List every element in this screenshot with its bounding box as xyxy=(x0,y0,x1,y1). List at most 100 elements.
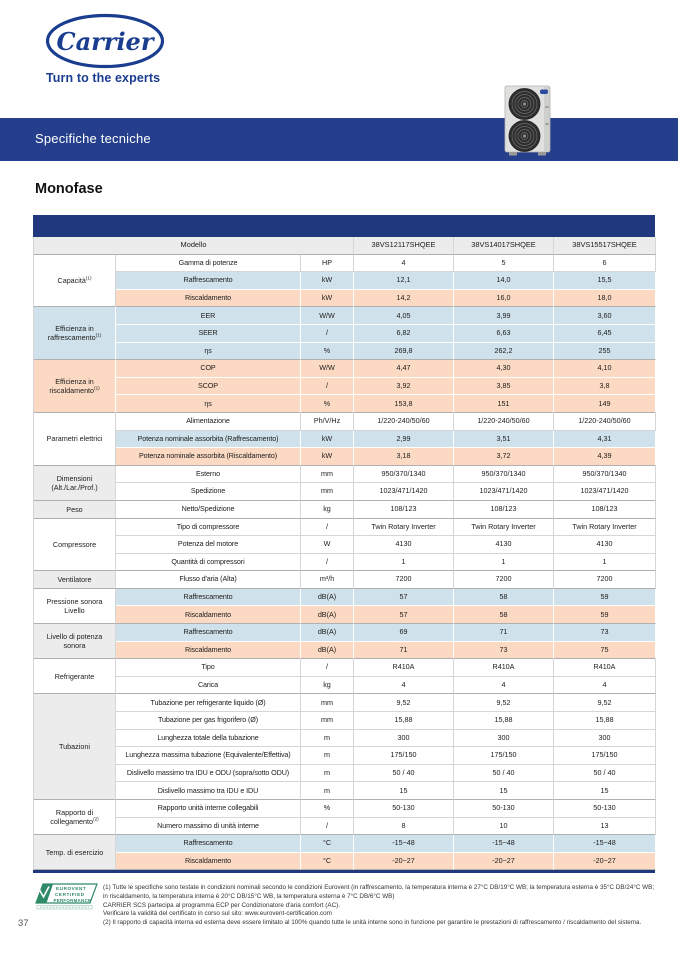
unit-cell: W xyxy=(301,536,354,554)
banner-title: Specifiche tecniche xyxy=(35,131,151,146)
footnotes: (1) Tutte le specifiche sono testate in … xyxy=(103,884,655,928)
spec-label-cell: Tipo di compressore xyxy=(116,518,301,537)
unit-cell: m xyxy=(301,729,354,748)
spec-label-cell: Flusso d'aria (Alta) xyxy=(116,571,301,589)
value-cell: 15,5 xyxy=(554,272,656,290)
value-cell: 50 / 40 xyxy=(354,764,454,783)
eurovent-word-1: EUROVENT xyxy=(56,886,86,891)
carrier-logo-text: Carrier xyxy=(57,27,156,56)
spec-label-cell: Raffrescamento xyxy=(116,272,301,290)
value-cell: 2,99 xyxy=(354,430,454,449)
category-cell: Capacità(1) xyxy=(34,254,116,308)
spec-label-cell: COP xyxy=(116,360,301,378)
value-cell: 4,30 xyxy=(454,360,554,378)
value-cell: 300 xyxy=(354,729,454,748)
value-cell: 269,8 xyxy=(354,342,454,361)
value-cell: 1023/471/1420 xyxy=(454,483,554,501)
spec-label-cell: Dislivello massimo tra IDU e IDU xyxy=(116,782,301,800)
value-cell: 10 xyxy=(454,817,554,836)
value-cell: 71 xyxy=(354,641,454,660)
value-cell: 12,1 xyxy=(354,272,454,290)
value-cell: 3,18 xyxy=(354,448,454,466)
value-cell: Twin Rotary Inverter xyxy=(354,518,454,537)
value-cell: 4 xyxy=(354,676,454,695)
footnote-line: (2) Il rapporto di capacità interna ed e… xyxy=(103,919,642,927)
spec-label-cell: Tipo xyxy=(116,659,301,677)
value-cell: 73 xyxy=(454,641,554,660)
value-cell: 9,52 xyxy=(554,694,656,713)
value-cell: 3,51 xyxy=(454,430,554,449)
spec-label-cell: Spedizione xyxy=(116,483,301,501)
unit-cell: / xyxy=(301,324,354,343)
unit-cell: °C xyxy=(301,852,354,871)
value-cell: 6 xyxy=(554,254,656,273)
value-cell: 3,8 xyxy=(554,377,656,396)
spec-label-cell: Riscaldamento xyxy=(116,852,301,871)
value-cell: 175/150 xyxy=(554,747,656,765)
value-cell: 18,0 xyxy=(554,289,656,308)
category-cell: Efficienza in riscaldamento(1) xyxy=(34,360,116,413)
value-cell: 108/123 xyxy=(454,500,554,519)
value-cell: 149 xyxy=(554,395,656,413)
spec-label-cell: Netto/Spedizione xyxy=(116,500,301,519)
value-cell: -20~27 xyxy=(554,852,656,871)
value-cell: 73 xyxy=(554,624,656,642)
unit-cell: m xyxy=(301,747,354,765)
category-cell: Temp. di esercizio xyxy=(34,835,116,871)
value-cell: 108/123 xyxy=(354,500,454,519)
value-cell: 59 xyxy=(554,588,656,607)
category-cell: Tubazioni xyxy=(34,694,116,800)
category-cell: Parametri elettrici xyxy=(34,412,116,466)
spec-label-cell: Quantità di compressori xyxy=(116,553,301,572)
value-cell: 58 xyxy=(454,588,554,607)
value-cell: 300 xyxy=(554,729,656,748)
unit-cell: / xyxy=(301,518,354,537)
value-cell: 58 xyxy=(454,606,554,625)
value-cell: 50-130 xyxy=(554,800,656,818)
value-cell: 50-130 xyxy=(454,800,554,818)
eurovent-logo: EUROVENT CERTIFIED PERFORMANCE xyxy=(33,882,99,919)
unit-cell: / xyxy=(301,659,354,677)
unit-cell: m³/h xyxy=(301,571,354,589)
model-name: 38VS12117SHQEE xyxy=(354,237,454,255)
value-cell: 1 xyxy=(554,553,656,572)
value-cell: 5 xyxy=(454,254,554,273)
value-cell: 255 xyxy=(554,342,656,361)
spec-label-cell: Raffrescamento xyxy=(116,588,301,607)
spec-label-cell: Lunghezza totale della tubazione xyxy=(116,729,301,748)
value-cell: 1023/471/1420 xyxy=(554,483,656,501)
footnote-line: in riscaldamento, la temperatura interna… xyxy=(103,892,395,900)
eurovent-word-2: CERTIFIED xyxy=(55,892,85,897)
unit-cell: mm xyxy=(301,694,354,713)
value-cell: 4130 xyxy=(554,536,656,554)
value-cell: 3,92 xyxy=(354,377,454,396)
value-cell: 15 xyxy=(454,782,554,800)
spec-label-cell: Gamma di potenze xyxy=(116,254,301,273)
value-cell: 7200 xyxy=(454,571,554,589)
value-cell: 4 xyxy=(354,254,454,273)
unit-cell: / xyxy=(301,817,354,836)
unit-cell: % xyxy=(301,342,354,361)
value-cell: 57 xyxy=(354,588,454,607)
spec-label-cell: Numero massimo di unità interne xyxy=(116,817,301,836)
category-cell: Rapporto di collegamento(2) xyxy=(34,800,116,836)
unit-cell: °C xyxy=(301,835,354,853)
spec-table-wrap: Modello 38VS12117SHQEE 38VS14017SHQEE 38VS1… xyxy=(33,215,656,874)
outdoor-unit-image xyxy=(502,85,556,166)
unit-cell: kW xyxy=(301,272,354,290)
spec-label-cell: ηs xyxy=(116,342,301,361)
value-cell: 3,72 xyxy=(454,448,554,466)
unit-cell: dB(A) xyxy=(301,641,354,660)
section-banner: Specifiche tecniche xyxy=(0,118,678,161)
value-cell: 7200 xyxy=(554,571,656,589)
value-cell: R410A xyxy=(454,659,554,677)
value-cell: 4,39 xyxy=(554,448,656,466)
unit-cell: HP xyxy=(301,254,354,273)
value-cell: -15~48 xyxy=(354,835,454,853)
value-cell: 75 xyxy=(554,641,656,660)
unit-cell: / xyxy=(301,377,354,396)
value-cell: 3,60 xyxy=(554,307,656,325)
footnote-line: Verificare la validità del certificato i… xyxy=(103,910,332,918)
value-cell: 4,05 xyxy=(354,307,454,325)
value-cell: 50-130 xyxy=(354,800,454,818)
